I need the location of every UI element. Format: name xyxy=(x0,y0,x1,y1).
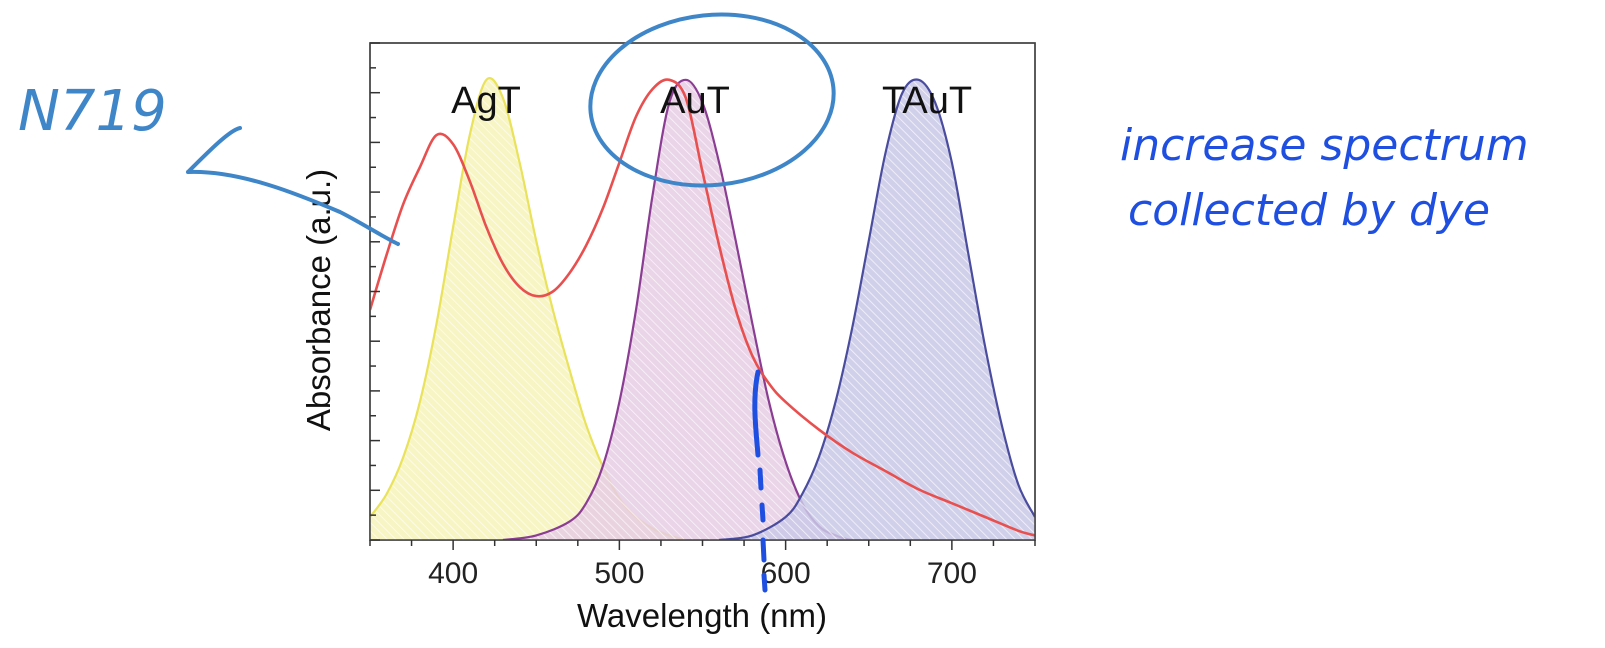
series-layer xyxy=(370,77,1035,540)
series-hatch-aut xyxy=(503,79,869,540)
axis-layer: 400 500 600 700 xyxy=(369,42,1036,590)
series-hatch-taut xyxy=(719,79,1035,540)
series-label-agt: AgT xyxy=(451,80,521,122)
dotted-marker-stroke xyxy=(752,369,768,593)
handwritten-n719-text: N719 xyxy=(18,79,167,144)
series-hatch-agt xyxy=(370,78,686,540)
y-axis-label: Absorbance (a.u.) xyxy=(300,169,337,431)
aut-circle-stroke xyxy=(588,12,836,188)
x-tick-label: 400 xyxy=(428,557,478,590)
x-tick-label: 700 xyxy=(927,557,977,590)
x-axis-label: Wavelength (nm) xyxy=(577,597,827,634)
series-line-n719 xyxy=(370,78,1035,537)
x-tick-label: 500 xyxy=(594,557,644,590)
handwritten-note-line2: collected by dye xyxy=(1128,185,1490,236)
series-line-taut xyxy=(718,78,1035,540)
series-label-aut: AuT xyxy=(660,80,730,122)
handwritten-note-line1: increase spectrum xyxy=(1120,120,1529,171)
x-tick-label: 600 xyxy=(761,557,811,590)
handwritten-annotations: N719 increase spectrum collected by dye xyxy=(18,12,1529,593)
n719-pointer-stroke xyxy=(186,126,400,246)
series-label-taut: TAuT xyxy=(882,80,972,122)
